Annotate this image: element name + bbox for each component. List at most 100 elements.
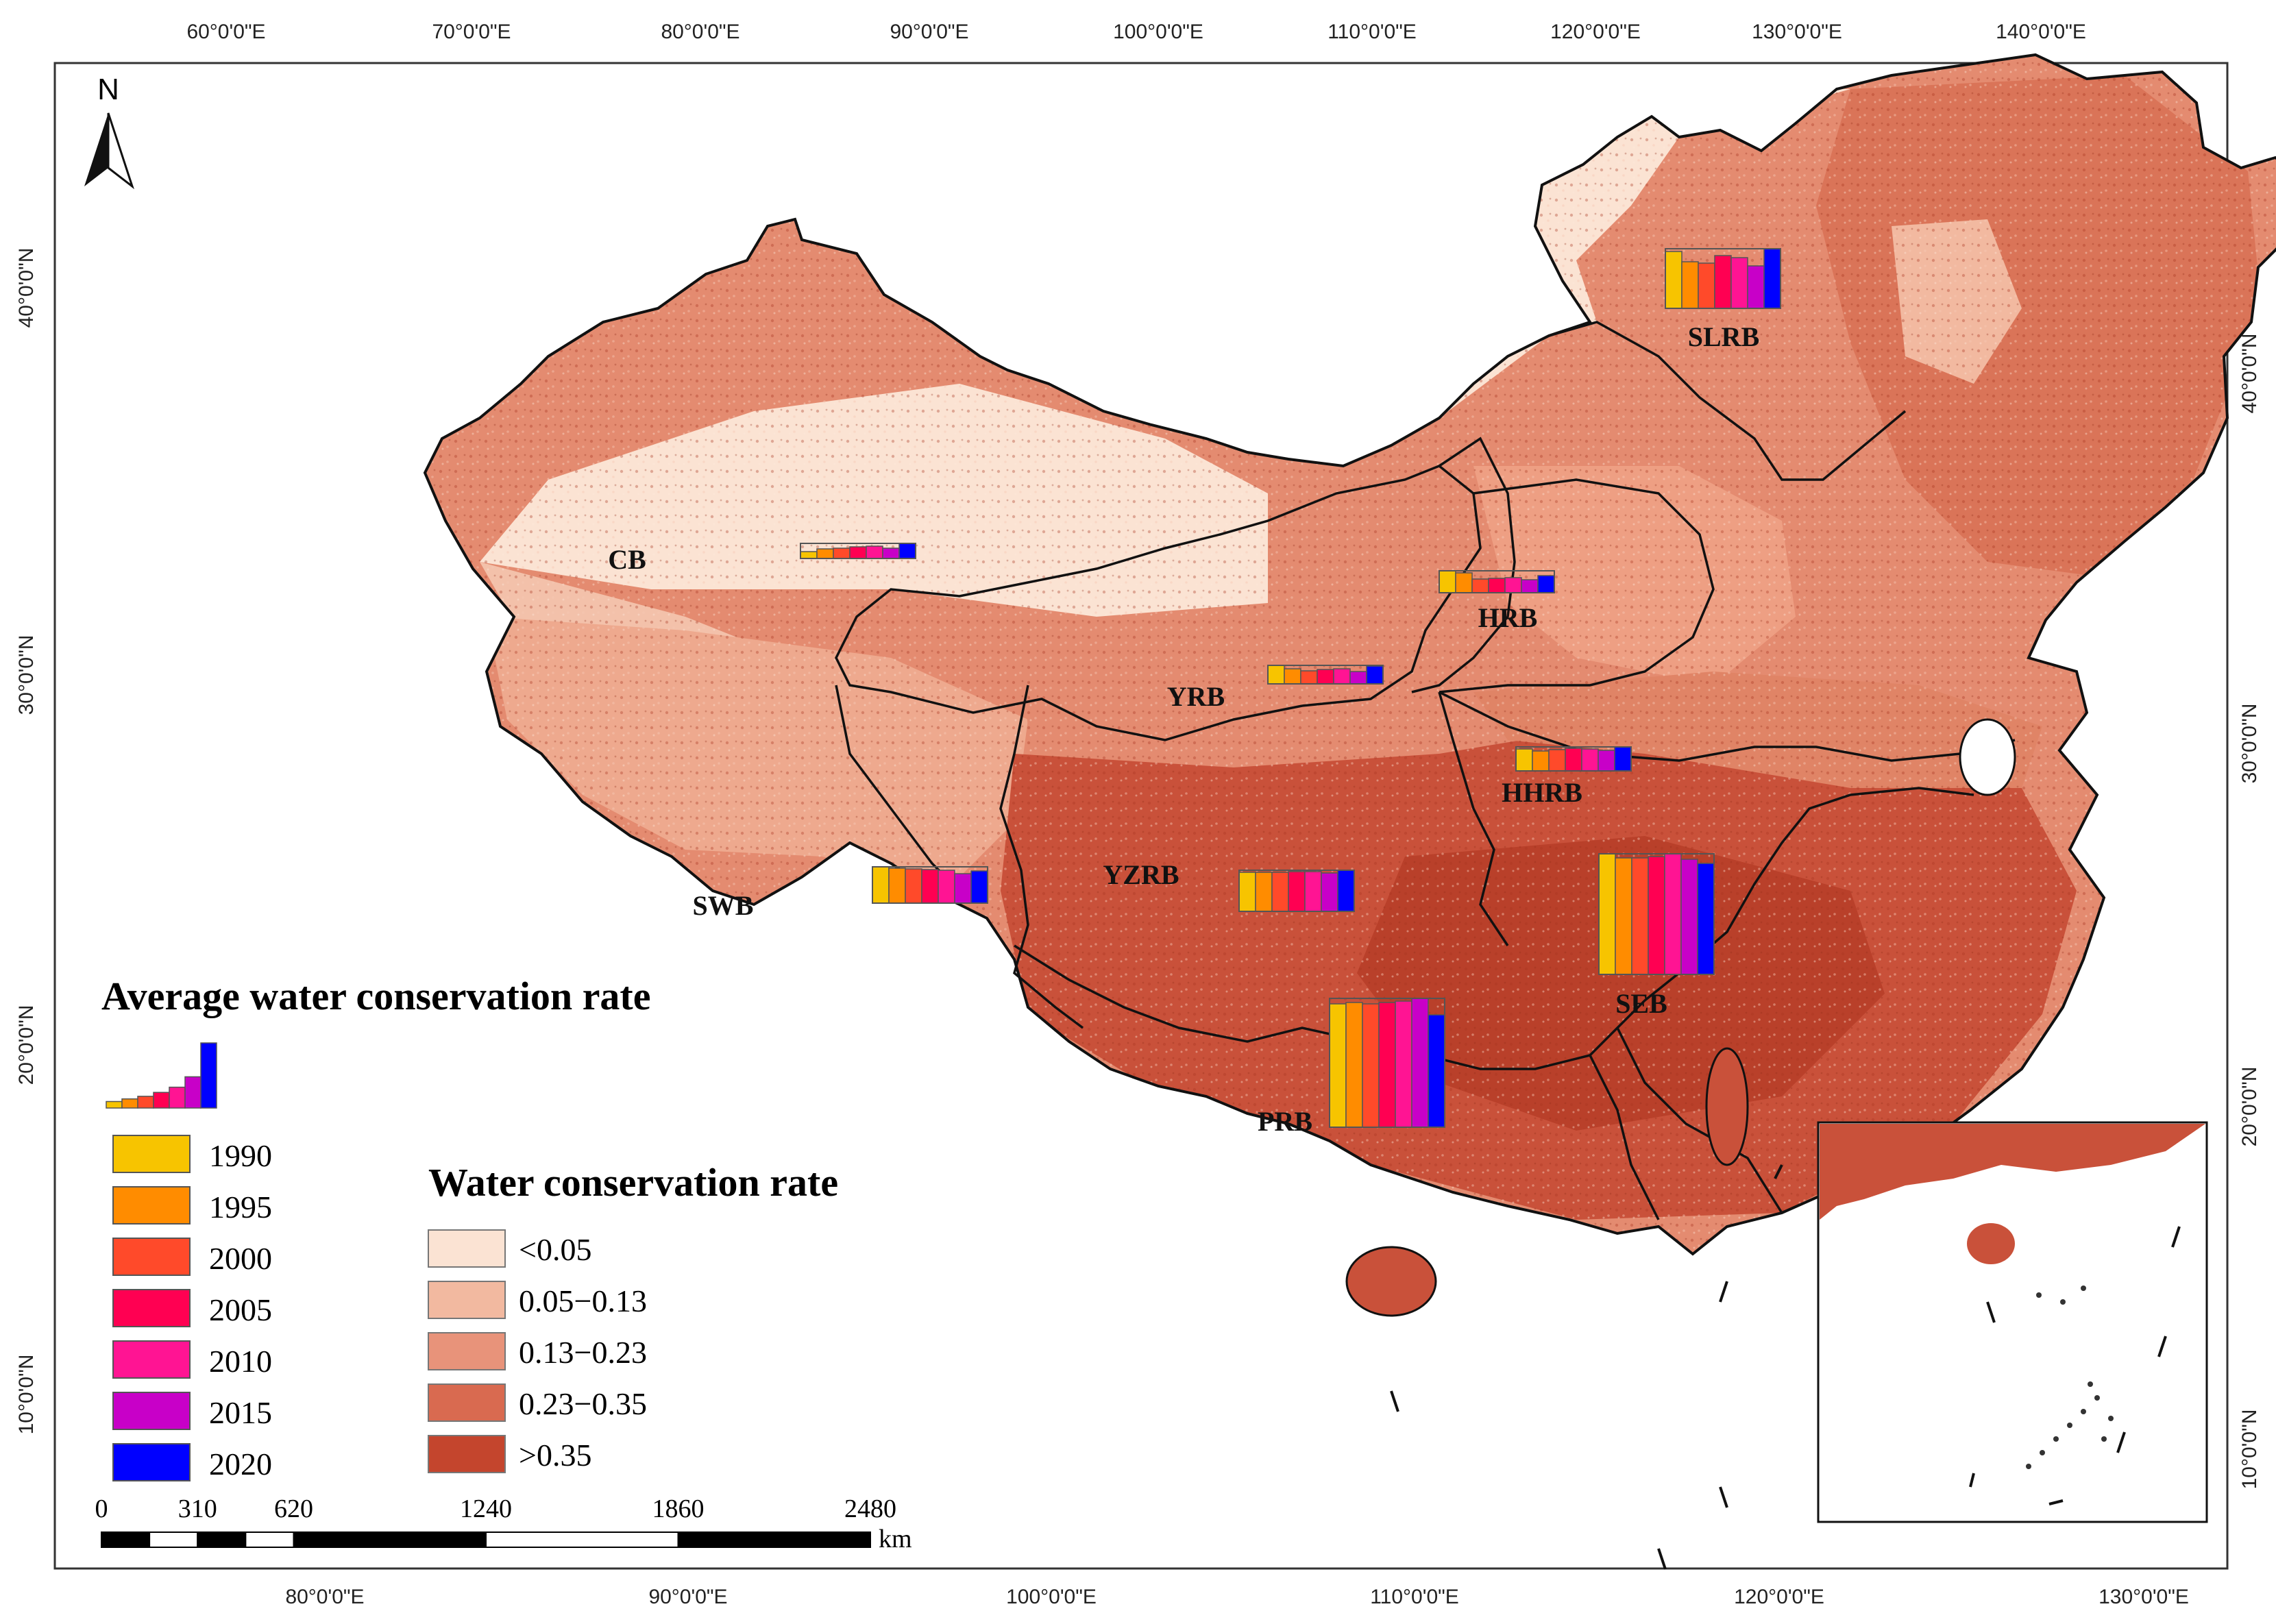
bottom-longitude-ticks: 80°0'0"E 90°0'0"E 100°0'0"E 110°0'0"E 120°0'… (285, 1586, 2188, 1608)
basin-bar (1648, 856, 1665, 975)
legend-sample-bar (169, 1086, 186, 1109)
basin-bar (1665, 251, 1682, 309)
basin-chart-frame (1439, 570, 1555, 593)
basin-bar (905, 868, 922, 904)
scale-bar-label: 0 (95, 1494, 108, 1523)
basin-bar (1537, 575, 1555, 593)
basin-bar (1271, 872, 1289, 912)
basin-bar (1378, 1002, 1396, 1128)
basin-label: CB (608, 544, 646, 575)
basin-chart-frame (1267, 665, 1384, 685)
basin-chart-slrb: SLRB (1665, 248, 1781, 352)
basin-bar (888, 868, 906, 904)
legend-average-title: Average water conservation rate (101, 974, 651, 1018)
scale-bar-segment (101, 1531, 151, 1548)
legend-class-label: >0.35 (519, 1438, 591, 1473)
basin-bar (1349, 671, 1367, 685)
bottom-tick-label: 120°0'0"E (1734, 1586, 1824, 1608)
basin-bar (1345, 1002, 1363, 1128)
basin-label: HRB (1478, 602, 1538, 633)
scale-bar-label: 1240 (460, 1494, 512, 1523)
scale-bar-unit: km (879, 1525, 912, 1553)
basin-bar (954, 873, 972, 904)
legend-class-label: 0.13−0.23 (519, 1335, 647, 1370)
legend-rate-title: Water conservation rate (428, 1160, 838, 1205)
basin-bar (970, 870, 988, 904)
legend-year-swatch (112, 1238, 191, 1276)
basin-bar (1329, 1003, 1347, 1128)
basin-bar (1488, 578, 1506, 593)
legend-class-swatch (428, 1281, 506, 1319)
basin-label: SLRB (1688, 321, 1760, 352)
basin-chart-yrb: YRB (1167, 665, 1384, 712)
legend-class-label: 0.05−0.13 (519, 1283, 647, 1318)
legend-sample-chart (106, 1042, 217, 1109)
left-latitude-ticks: 40°0'0"N 30°0'0"N 20°0'0"N 10°0'0"N (15, 248, 38, 1435)
basin-bar (1471, 578, 1489, 593)
basin-chart-frame (1329, 998, 1445, 1128)
scale-bar-segment (485, 1531, 679, 1548)
basin-chart-frame (1238, 870, 1355, 912)
bottom-tick-label: 80°0'0"E (285, 1586, 364, 1608)
top-longitude-ticks: 60°0'0"E 70°0'0"E 80°0'0"E 90°0'0"E 100°0'0"… (186, 21, 2085, 43)
legend-class-swatch (428, 1435, 506, 1473)
basin-bar (898, 543, 916, 559)
scale-bar-label: 620 (274, 1494, 313, 1523)
legend-sample-bar (106, 1100, 123, 1109)
basin-bar (1366, 665, 1384, 685)
basin-bar (1428, 1014, 1445, 1128)
legend-year-swatch (112, 1135, 191, 1173)
basin-bar (1714, 255, 1732, 309)
basin-bar (1411, 998, 1429, 1128)
basin-chart-hhrb: HHRB (1502, 746, 1632, 808)
islands (1345, 718, 2016, 1317)
basin-chart-frame (1515, 746, 1632, 772)
left-tick-label: 30°0'0"N (15, 635, 38, 715)
basin-bar (1730, 257, 1748, 309)
legend-year-swatch (112, 1289, 191, 1327)
basin-charts: SLRB CB HRB YRB HHRB SWB YZRB SEB PRB (608, 248, 1781, 1137)
basin-bar (1747, 265, 1765, 309)
basin-bar (1267, 665, 1285, 685)
basin-label: PRB (1258, 1106, 1312, 1137)
legend-sample-bar (153, 1092, 170, 1109)
basin-chart-frame (872, 866, 988, 904)
legend-sample-bar (184, 1076, 201, 1109)
legend-year-swatch (112, 1443, 191, 1481)
basin-bar (938, 870, 955, 904)
right-latitude-ticks: 40°0'0"N 30°0'0"N 20°0'0"N 10°0'0"N (2238, 334, 2261, 1490)
basin-bar (866, 545, 883, 559)
legend-class-swatch (428, 1383, 506, 1422)
basin-bar (1763, 248, 1781, 309)
scale-bar-segment (149, 1531, 199, 1548)
legend-year-label: 2000 (209, 1241, 272, 1276)
basin-bar (1521, 579, 1539, 593)
legend-class-label: 0.23−0.35 (519, 1386, 647, 1421)
basin-label: HHRB (1502, 777, 1582, 808)
scale-bar-segment (197, 1531, 247, 1548)
basin-bar (1333, 668, 1351, 685)
top-tick-label: 90°0'0"E (890, 21, 968, 43)
basin-chart-frame (1598, 853, 1715, 975)
legend-class-list: <0.05 0.05−0.13 0.13−0.23 0.23−0.35 >0.35 (428, 1229, 647, 1473)
scale-bar-label: 2480 (844, 1494, 896, 1523)
legend-year-list: 1990 1995 2000 2005 2010 2015 2020 (112, 1135, 272, 1481)
right-tick-label: 30°0'0"N (2238, 704, 2261, 784)
basin-bar (1548, 749, 1566, 772)
dash-line-segments (1390, 1164, 1783, 1570)
top-tick-label: 80°0'0"E (661, 21, 739, 43)
top-tick-label: 110°0'0"E (1327, 21, 1417, 43)
legend-class-swatch (428, 1229, 506, 1268)
basin-bar (1304, 871, 1322, 912)
basin-bar (1515, 748, 1533, 772)
basin-chart-swb: SWB (693, 866, 988, 921)
north-arrow: N (84, 73, 134, 190)
basin-label: SEB (1615, 988, 1667, 1019)
right-tick-label: 10°0'0"N (2238, 1410, 2261, 1490)
legend-sample-bar (121, 1098, 138, 1109)
basin-chart-seb: SEB (1598, 853, 1715, 1019)
basin-bar (1680, 859, 1698, 975)
basin-bar (1300, 670, 1318, 685)
